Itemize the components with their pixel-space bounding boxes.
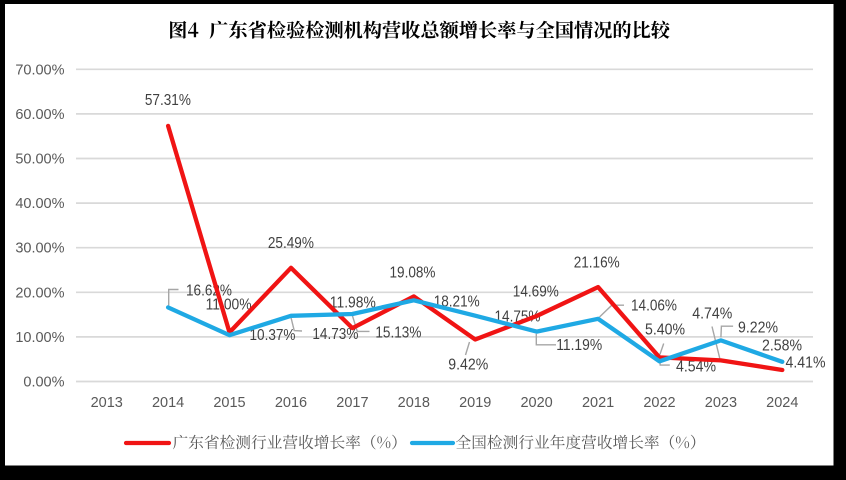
svg-text:0.00%: 0.00%	[23, 375, 64, 391]
svg-text:2020: 2020	[520, 395, 552, 411]
svg-text:2024: 2024	[766, 395, 798, 411]
svg-text:2015: 2015	[213, 395, 245, 411]
svg-text:14.69%: 14.69%	[513, 284, 559, 301]
svg-text:10.00%: 10.00%	[15, 330, 64, 346]
svg-text:2017: 2017	[336, 395, 368, 411]
svg-text:2022: 2022	[643, 395, 675, 411]
svg-text:2013: 2013	[91, 395, 123, 411]
svg-text:20.00%: 20.00%	[15, 285, 64, 301]
svg-text:4.41%: 4.41%	[786, 355, 826, 372]
svg-text:2016: 2016	[275, 395, 307, 411]
svg-text:14.06%: 14.06%	[631, 298, 677, 315]
svg-text:2023: 2023	[705, 395, 737, 411]
svg-text:2014: 2014	[152, 395, 184, 411]
svg-text:30.00%: 30.00%	[15, 241, 64, 257]
svg-text:60.00%: 60.00%	[15, 107, 64, 123]
svg-text:9.42%: 9.42%	[448, 357, 488, 374]
svg-text:2018: 2018	[398, 395, 430, 411]
svg-text:4.54%: 4.54%	[676, 359, 716, 376]
svg-text:25.49%: 25.49%	[268, 235, 314, 252]
svg-text:11.19%: 11.19%	[556, 337, 602, 354]
svg-text:15.13%: 15.13%	[375, 325, 421, 342]
svg-text:2021: 2021	[582, 395, 614, 411]
svg-text:40.00%: 40.00%	[15, 196, 64, 212]
svg-text:14.75%: 14.75%	[495, 309, 541, 326]
svg-text:11.00%: 11.00%	[206, 297, 252, 314]
svg-text:9.22%: 9.22%	[738, 320, 778, 337]
svg-text:11.98%: 11.98%	[330, 295, 376, 312]
svg-text:2019: 2019	[459, 395, 491, 411]
svg-text:14.73%: 14.73%	[312, 326, 358, 343]
svg-text:10.37%: 10.37%	[250, 327, 296, 344]
svg-text:5.40%: 5.40%	[645, 322, 685, 339]
svg-text:2.58%: 2.58%	[762, 338, 802, 355]
svg-text:57.31%: 57.31%	[145, 92, 191, 109]
svg-text:21.16%: 21.16%	[574, 255, 620, 272]
svg-text:50.00%: 50.00%	[15, 152, 64, 168]
svg-text:19.08%: 19.08%	[390, 265, 436, 282]
svg-text:4.74%: 4.74%	[692, 306, 732, 323]
svg-text:70.00%: 70.00%	[15, 62, 64, 78]
